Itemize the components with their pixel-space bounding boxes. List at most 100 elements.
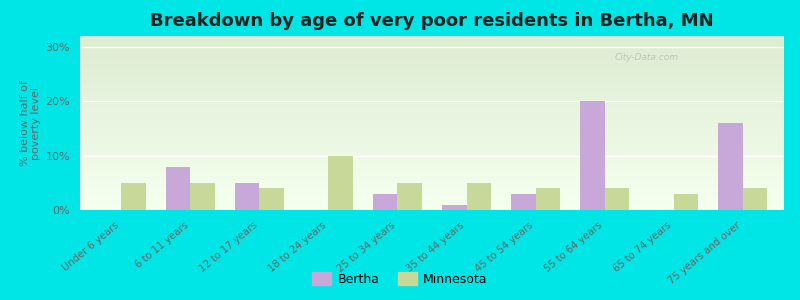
Bar [80, 206, 784, 207]
Bar [80, 160, 784, 161]
Bar [80, 70, 784, 71]
Bar [80, 179, 784, 180]
Bar [80, 44, 784, 45]
Bar [80, 185, 784, 186]
Bar [80, 48, 784, 49]
Bar [80, 53, 784, 54]
Bar [80, 41, 784, 42]
Bar [80, 209, 784, 210]
Bar [80, 203, 784, 204]
Bar [80, 205, 784, 206]
Bar [80, 71, 784, 72]
Bar [80, 94, 784, 95]
Bar [80, 198, 784, 199]
Bar [80, 100, 784, 101]
Bar [80, 183, 784, 184]
Bar [80, 194, 784, 195]
Bar [80, 54, 784, 55]
Bar [80, 171, 784, 172]
Bar [80, 43, 784, 44]
Bar [80, 39, 784, 40]
Bar [80, 139, 784, 140]
Bar [80, 104, 784, 105]
Bar [80, 129, 784, 130]
Bar [80, 103, 784, 104]
Bar [80, 191, 784, 192]
Bar [80, 40, 784, 41]
Bar [80, 92, 784, 93]
Bar [80, 113, 784, 114]
Bar [80, 207, 784, 208]
Bar [80, 49, 784, 50]
Bar [80, 160, 784, 161]
Bar [80, 50, 784, 51]
Bar [80, 177, 784, 178]
Bar [80, 182, 784, 183]
Bar [80, 74, 784, 75]
Bar [80, 161, 784, 162]
Bar [80, 159, 784, 160]
Bar [80, 166, 784, 167]
Bar [80, 125, 784, 126]
Bar [80, 73, 784, 74]
Bar [80, 97, 784, 98]
Bar [80, 176, 784, 177]
Bar [80, 101, 784, 102]
Bar [80, 115, 784, 116]
Bar [442, 205, 466, 210]
Bar [535, 188, 560, 210]
Bar [80, 45, 784, 46]
Bar [80, 146, 784, 147]
Bar [80, 56, 784, 57]
Bar [80, 85, 784, 86]
Bar [80, 87, 784, 88]
Bar [80, 126, 784, 127]
Bar [80, 141, 784, 142]
Bar [80, 77, 784, 78]
Bar [80, 156, 784, 157]
Bar [80, 137, 784, 138]
Bar [80, 98, 784, 99]
Bar [80, 199, 784, 200]
Bar [80, 68, 784, 69]
Bar [80, 81, 784, 82]
Bar [80, 196, 784, 197]
Bar [166, 167, 190, 210]
Bar [80, 175, 784, 176]
Bar [80, 200, 784, 201]
Bar [80, 132, 784, 133]
Bar [190, 183, 214, 210]
Bar [235, 183, 259, 210]
Bar [80, 65, 784, 66]
Bar [80, 57, 784, 58]
Bar [80, 106, 784, 107]
Bar [80, 195, 784, 196]
Bar [80, 173, 784, 174]
Y-axis label: % below half of
poverty level: % below half of poverty level [20, 80, 42, 166]
Bar [80, 37, 784, 38]
Bar [80, 102, 784, 103]
Bar [80, 96, 784, 97]
Bar [122, 183, 146, 210]
Bar [80, 168, 784, 169]
Bar [80, 47, 784, 48]
Bar [80, 202, 784, 203]
Bar [80, 61, 784, 62]
Bar [80, 55, 784, 56]
Bar [80, 169, 784, 170]
Bar [80, 162, 784, 163]
Bar [80, 170, 784, 171]
Bar [80, 187, 784, 188]
Bar [80, 107, 784, 108]
Bar [80, 163, 784, 164]
Bar [742, 188, 766, 210]
Bar [80, 165, 784, 166]
Bar [80, 46, 784, 47]
Bar [80, 51, 784, 52]
Bar [398, 183, 422, 210]
Bar [80, 190, 784, 191]
Bar [80, 193, 784, 194]
Bar [80, 204, 784, 205]
Bar [80, 127, 784, 128]
Bar [80, 119, 784, 120]
